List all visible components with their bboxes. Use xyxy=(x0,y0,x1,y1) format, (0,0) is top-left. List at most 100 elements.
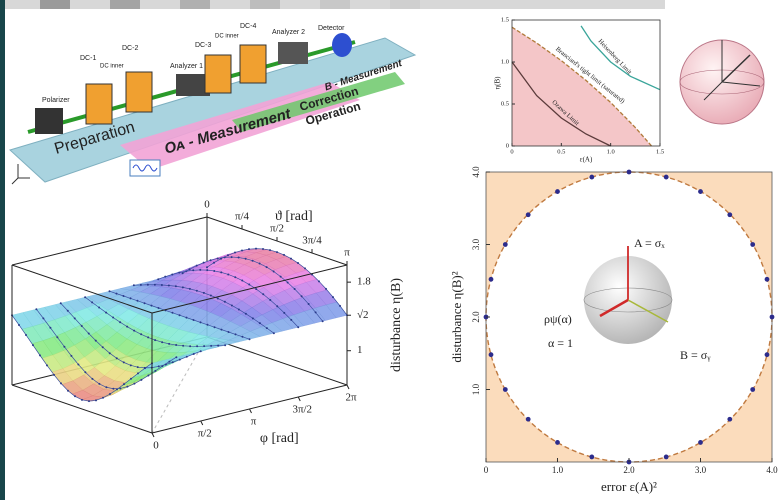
measured-point xyxy=(188,287,191,290)
measured-point xyxy=(199,350,202,353)
series-line xyxy=(511,26,653,147)
measured-point xyxy=(143,302,146,305)
dc3 xyxy=(204,54,232,94)
measured-point xyxy=(192,352,195,355)
measured-point xyxy=(182,344,185,347)
measured-point xyxy=(216,297,219,300)
y-axis-label: η(B) xyxy=(494,76,502,90)
measured-point xyxy=(168,342,171,345)
axis xyxy=(721,81,761,87)
z-tick-label: √2 xyxy=(357,309,369,321)
y-tick-label: 4.0 xyxy=(471,166,481,178)
phi-axis-label: φ [rad] xyxy=(260,431,299,446)
measured-point xyxy=(227,331,230,334)
y-tick-label: 1.0 xyxy=(501,58,509,65)
measured-point xyxy=(147,336,150,339)
data-point xyxy=(727,212,733,218)
top-strip xyxy=(5,0,665,9)
setup-label: DC-1 xyxy=(80,55,96,62)
measured-point xyxy=(202,261,205,264)
measured-point xyxy=(181,286,184,289)
measured-point xyxy=(133,382,136,385)
measured-point xyxy=(209,294,212,297)
measured-point xyxy=(283,253,285,256)
phi-tick-label: 3π/2 xyxy=(292,404,312,416)
setup-label: Polarizer xyxy=(42,97,70,104)
x-tick-label: 1.5 xyxy=(656,148,664,155)
measured-point xyxy=(122,361,125,364)
measured-point xyxy=(101,346,104,349)
measured-point xyxy=(192,269,195,272)
measured-point xyxy=(265,327,268,330)
measured-point xyxy=(230,256,233,259)
data-point xyxy=(764,276,770,282)
dc4 xyxy=(239,44,267,84)
measured-point xyxy=(248,283,251,286)
measured-point xyxy=(132,284,135,287)
theta-tick-label: 0 xyxy=(204,199,210,211)
y-tick-label: 1.5 xyxy=(501,16,509,23)
measured-point xyxy=(251,317,254,320)
measured-point xyxy=(321,320,324,323)
measured-point xyxy=(53,373,55,376)
measured-point xyxy=(185,316,188,319)
measured-point xyxy=(91,301,94,304)
data-point xyxy=(502,387,508,392)
measured-point xyxy=(88,400,90,403)
measured-point xyxy=(202,291,205,294)
b-region xyxy=(232,72,405,132)
measured-point xyxy=(161,341,164,344)
measured-point xyxy=(209,259,212,262)
measured-point xyxy=(129,364,132,367)
measured-point xyxy=(136,299,139,302)
measured-point xyxy=(220,328,223,331)
measured-point xyxy=(77,363,80,366)
measured-point xyxy=(272,332,275,335)
measured-point xyxy=(286,281,289,284)
x-tick-label: 0 xyxy=(484,465,489,475)
measured-point xyxy=(213,326,216,329)
measured-point xyxy=(244,312,247,315)
measured-point xyxy=(102,396,104,399)
measured-point xyxy=(206,266,208,269)
measured-point xyxy=(108,352,111,355)
measured-point xyxy=(154,369,157,372)
measured-point xyxy=(137,372,139,375)
inset-label: ρψ(α) xyxy=(544,312,572,326)
measured-point xyxy=(136,366,139,369)
measured-point xyxy=(196,345,199,348)
theta-axis-label: ϑ [rad] xyxy=(275,209,313,224)
box-edge xyxy=(11,264,153,314)
y-tick-label: 0 xyxy=(506,142,509,149)
measured-point xyxy=(216,257,219,260)
measured-point xyxy=(46,364,48,367)
measured-point xyxy=(109,393,111,396)
measured-point xyxy=(269,298,272,301)
data-point xyxy=(769,314,775,320)
measured-point xyxy=(213,261,215,264)
measured-point xyxy=(269,249,271,252)
measured-point xyxy=(241,335,244,338)
measured-point xyxy=(255,288,258,291)
measured-point xyxy=(171,311,174,314)
measured-point xyxy=(234,333,237,336)
setup-label: DC inner xyxy=(215,34,239,40)
measured-point xyxy=(203,345,206,348)
measured-point xyxy=(220,271,223,274)
x-axis-label: ε(A) xyxy=(580,156,593,164)
measured-point xyxy=(87,332,90,335)
measured-point xyxy=(189,345,192,348)
measured-point xyxy=(258,262,261,265)
measured-point xyxy=(283,311,286,314)
data-point xyxy=(589,174,595,180)
analyzer2 xyxy=(278,42,308,64)
measured-point xyxy=(133,329,136,332)
measured-point xyxy=(49,326,52,329)
measured-point xyxy=(91,377,94,380)
measured-point xyxy=(192,319,195,322)
x-tick-label: 4.0 xyxy=(766,465,778,475)
measured-point xyxy=(73,317,76,320)
measured-point xyxy=(234,251,236,254)
x-tick-label: 0.5 xyxy=(557,148,565,155)
setup-label: DC-4 xyxy=(240,23,256,30)
